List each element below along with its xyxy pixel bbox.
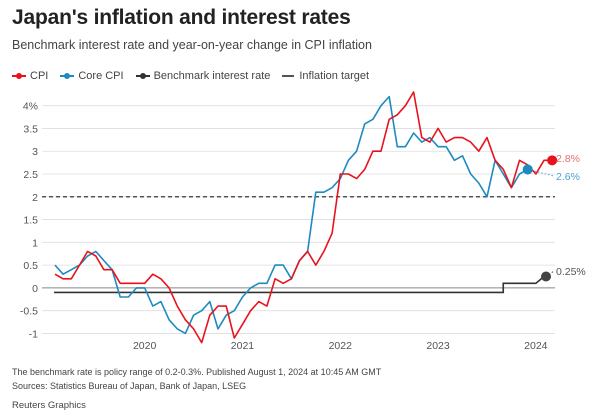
cpi-line bbox=[54, 91, 553, 344]
core-cpi-end-label: 2.6% bbox=[556, 171, 580, 183]
x-tick-label: 2023 bbox=[426, 340, 450, 352]
legend-item-cpi: CPI bbox=[12, 70, 48, 82]
legend-label-target: Inflation target bbox=[299, 70, 370, 82]
y-tick-label: -0.5 bbox=[20, 306, 38, 318]
legend-item-benchmark: Benchmark interest rate bbox=[135, 70, 271, 82]
legend-item-core-cpi: Core CPI bbox=[60, 70, 124, 82]
y-tick-label: 4% bbox=[23, 101, 38, 113]
y-tick-label: -1 bbox=[29, 328, 38, 340]
y-tick-label: 0.5 bbox=[23, 260, 38, 272]
x-tick-label: 2020 bbox=[133, 340, 157, 352]
legend-swatch-target bbox=[282, 75, 295, 77]
legend-label-cpi: CPI bbox=[30, 70, 49, 82]
chart-title: Japan's inflation and interest rates bbox=[12, 6, 351, 29]
x-tick-label: 2022 bbox=[329, 340, 353, 352]
chart-subtitle: Benchmark interest rate and year-on-year… bbox=[12, 38, 372, 52]
cpi-end-label: 2.8% bbox=[556, 153, 580, 165]
legend-swatch-cpi bbox=[12, 71, 26, 81]
cpi-end-marker bbox=[547, 155, 558, 166]
y-tick-label: 3.5 bbox=[23, 123, 38, 135]
y-tick-label: 1 bbox=[32, 237, 38, 249]
y-tick-label: 2 bbox=[32, 192, 38, 204]
y-tick-label: 3 bbox=[32, 146, 38, 158]
y-tick-label: 1.5 bbox=[23, 215, 38, 227]
credit: Reuters Graphics bbox=[12, 400, 86, 411]
legend-swatch-core-cpi bbox=[60, 71, 75, 81]
x-tick-label: 2024 bbox=[524, 340, 548, 352]
footnote: The benchmark rate is policy range of 0.… bbox=[12, 367, 382, 377]
core-cpi-line bbox=[54, 95, 529, 335]
legend-label-benchmark: Benchmark interest rate bbox=[153, 70, 271, 82]
benchmark-rate-line bbox=[54, 275, 545, 294]
legend-swatch-benchmark bbox=[135, 71, 150, 81]
benchmark-end-label: 0.25% bbox=[556, 266, 586, 278]
y-tick-label: 0 bbox=[32, 283, 38, 295]
sources: Sources: Statistics Bureau of Japan, Ban… bbox=[12, 381, 247, 391]
legend-item-target: Inflation target bbox=[282, 70, 369, 82]
x-tick-label: 2021 bbox=[231, 340, 255, 352]
core-cpi-end-marker bbox=[522, 164, 533, 175]
benchmark-end-marker bbox=[541, 271, 551, 282]
chart-legend: CPI Core CPI Benchmark interest rate Inf… bbox=[12, 70, 381, 82]
y-tick-label: 2.5 bbox=[23, 169, 38, 181]
legend-label-core-cpi: Core CPI bbox=[78, 70, 124, 82]
